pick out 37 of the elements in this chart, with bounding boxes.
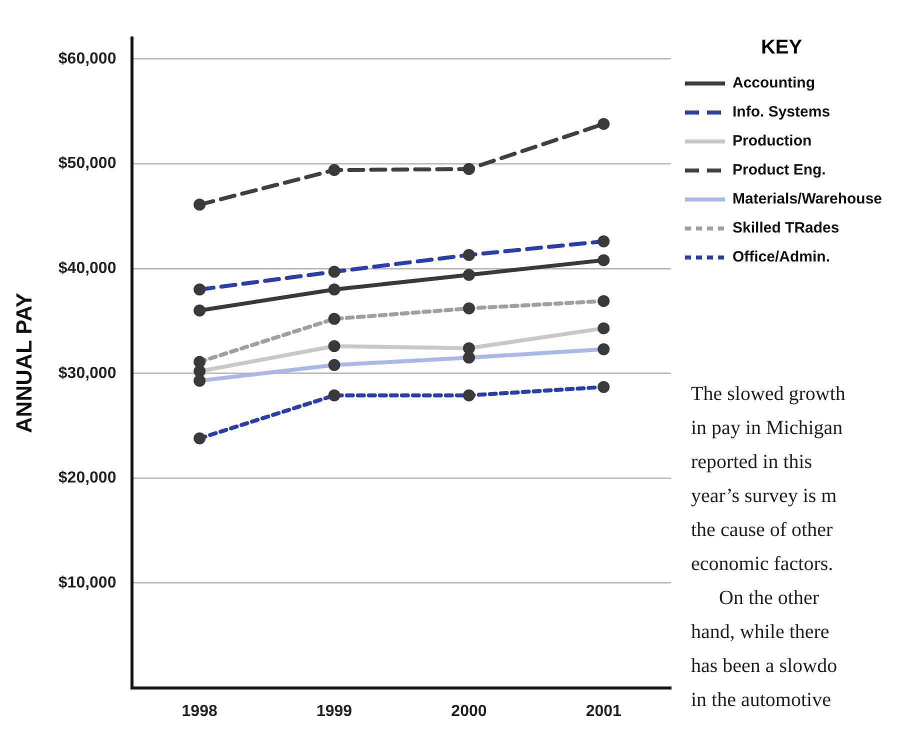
y-tick-label: $50,000 [58, 155, 116, 172]
point [462, 163, 475, 176]
y-tick-label: $30,000 [58, 364, 116, 382]
text: the cause of other [691, 519, 833, 541]
text: hand, while there [691, 621, 830, 643]
legend-label: Materials/Warehouse [732, 190, 882, 208]
text: year’s survey is m [691, 485, 838, 507]
x-tick-label: 1998 [182, 702, 218, 720]
point [328, 284, 340, 296]
x-tick-label: 1999 [316, 702, 352, 720]
text: reported in this [691, 451, 812, 473]
y-tick-label: $40,000 [58, 260, 116, 277]
y-tick-label: $10,000 [58, 574, 116, 592]
text: economic factors. [691, 553, 834, 575]
point [328, 164, 340, 176]
x-tick-label: 2001 [586, 702, 622, 720]
legend-label: Product Eng. [732, 162, 826, 179]
legend-label: Office/Admin. [732, 248, 830, 266]
point [194, 304, 206, 316]
text: On the other [719, 587, 820, 609]
legend-label: Production [732, 132, 812, 150]
point [598, 254, 610, 266]
point [598, 118, 610, 130]
x-tick-label: 2000 [451, 702, 487, 720]
legend-title: KEY [760, 36, 803, 59]
y-axis-title: ANNUAL PAY [11, 292, 36, 433]
text: The slowed growth [691, 383, 846, 405]
y-tick-label: $20,000 [58, 470, 116, 487]
text: in the automotive [691, 689, 832, 711]
legend-label: Accounting [732, 74, 816, 92]
text: in pay in Michigan [691, 417, 843, 439]
y-tick-label: $60,000 [58, 50, 116, 68]
text: has been a slowdo [691, 655, 838, 677]
legend-label: Info. Systems [732, 104, 830, 121]
legend-label: Skilled TRades [732, 220, 840, 237]
point [194, 198, 206, 211]
point [462, 268, 475, 281]
